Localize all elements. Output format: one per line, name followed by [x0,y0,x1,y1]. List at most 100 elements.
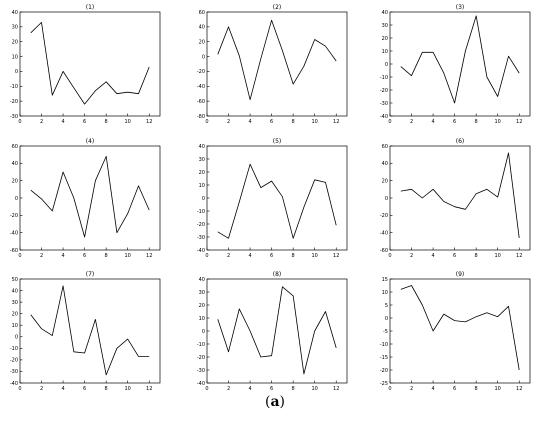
plot-frame [206,278,348,384]
chart-panel-2: (2) 0 2 4 6 8 10 12 -80 -60 -40 -20 0 20 40 60 [197,4,348,125]
chart-title: (7) [86,271,95,278]
y-tick-label: -30 [10,369,18,375]
x-tick-label: 10 [125,253,131,259]
y-tick-label: 40 [12,10,18,16]
y-tick-label: -20 [10,99,18,105]
y-tick-label: 15 [382,277,388,283]
y-tick-label: 0 [385,316,388,322]
y-tick-label: 0 [385,196,388,202]
series-line [217,163,337,239]
chart-title: (6) [456,138,465,145]
x-tick-label: 0 [388,119,391,125]
y-tick-label: 40 [382,10,388,16]
x-tick-label: 10 [495,119,501,125]
chart-panel-6: (6) 0 2 4 6 8 10 12 -60 -40 -20 0 20 40 60 [380,138,531,259]
y-tick-label: -10 [380,342,388,348]
plot-frame [389,278,531,384]
x-tick-label: 2 [227,119,230,125]
y-tick-label: 30 [12,25,18,31]
x-tick-label: 12 [516,119,522,125]
x-tick-label: 10 [312,386,318,392]
chart-panel-3: (3) 0 2 4 6 8 10 12 -40 -30 -20 -10 0 10 20 30 40 [380,4,531,125]
series-line [30,155,150,238]
x-tick-label: 8 [475,386,478,392]
y-tick-label: -20 [197,355,205,361]
y-tick-label: 0 [202,329,205,335]
y-tick-label: 40 [382,161,388,167]
x-tick-label: 10 [312,253,318,259]
y-tick-label: 0 [202,54,205,60]
x-tick-label: 0 [18,119,21,125]
y-tick-label: 30 [12,300,18,306]
y-tick-label: -30 [380,101,388,107]
y-tick-label: 10 [12,54,18,60]
y-tick-label: -40 [380,114,388,120]
y-tick-label: 0 [15,335,18,341]
x-tick-label: 0 [205,253,208,259]
x-tick-label: 6 [270,386,273,392]
y-tick-label: 20 [12,178,18,184]
x-tick-label: 2 [40,386,43,392]
y-tick-label: 60 [12,144,18,150]
y-tick-label: 10 [12,323,18,329]
chart-title: (3) [456,4,465,11]
y-tick-label: 0 [385,62,388,68]
x-tick-label: 0 [205,386,208,392]
x-tick-label: 0 [18,253,21,259]
plot-frame [206,145,348,251]
chart-panel-8: (8) 0 2 4 6 8 10 12 -40 -30 -20 -10 0 10 20 30 40 [197,271,348,392]
series-line [30,21,150,105]
figure-caption: (a) [0,394,550,410]
x-tick-label: 2 [410,119,413,125]
y-tick-label: 20 [12,40,18,46]
x-tick-label: 4 [61,119,64,125]
series-line [217,286,337,375]
series-line [400,285,520,371]
x-tick-label: 4 [248,119,251,125]
y-tick-label: -20 [380,213,388,219]
x-tick-label: 0 [205,119,208,125]
plot-frame [19,278,161,384]
y-tick-label: -40 [197,248,205,254]
x-tick-label: 8 [475,253,478,259]
chart-title: (2) [273,4,282,11]
x-tick-label: 4 [431,253,434,259]
y-tick-label: -20 [10,213,18,219]
y-tick-label: 10 [199,316,205,322]
y-tick-label: 50 [12,277,18,283]
x-tick-label: 12 [146,386,152,392]
series-line [217,19,337,101]
chart-panel-5: (5) 0 2 4 6 8 10 12 -40 -30 -20 -10 0 10 20 30 40 [197,138,348,259]
x-tick-label: 10 [495,253,501,259]
y-tick-label: -40 [10,230,18,236]
x-tick-label: 12 [146,119,152,125]
y-tick-label: -10 [197,209,205,215]
y-tick-label: -5 [383,329,388,335]
series-line [400,152,520,238]
x-tick-label: 10 [312,119,318,125]
x-tick-label: 4 [431,119,434,125]
chart-panel-9: (9) 0 2 4 6 8 10 12 -25 -20 -15 -10 -5 0 5 10 15 [380,271,531,392]
y-tick-label: 0 [202,196,205,202]
y-tick-label: -20 [10,358,18,364]
y-tick-label: -10 [10,346,18,352]
y-tick-label: 10 [199,183,205,189]
x-tick-label: 8 [292,386,295,392]
chart-panel-7: (7) 0 2 4 6 8 10 12 -40 -30 -20 -10 0 10 20 30 40 50 [10,271,161,392]
y-tick-label: -20 [380,88,388,94]
x-tick-label: 10 [495,386,501,392]
y-tick-label: 10 [382,290,388,296]
chart-title: (9) [456,271,465,278]
x-tick-label: 2 [227,253,230,259]
y-tick-label: -30 [197,368,205,374]
y-tick-label: 0 [15,196,18,202]
x-tick-label: 4 [61,386,64,392]
y-tick-label: 40 [12,161,18,167]
x-tick-label: 2 [227,386,230,392]
y-tick-label: -60 [10,248,18,254]
y-tick-label: -20 [197,222,205,228]
series-line [30,285,150,376]
x-tick-label: 6 [83,253,86,259]
x-tick-label: 6 [453,386,456,392]
